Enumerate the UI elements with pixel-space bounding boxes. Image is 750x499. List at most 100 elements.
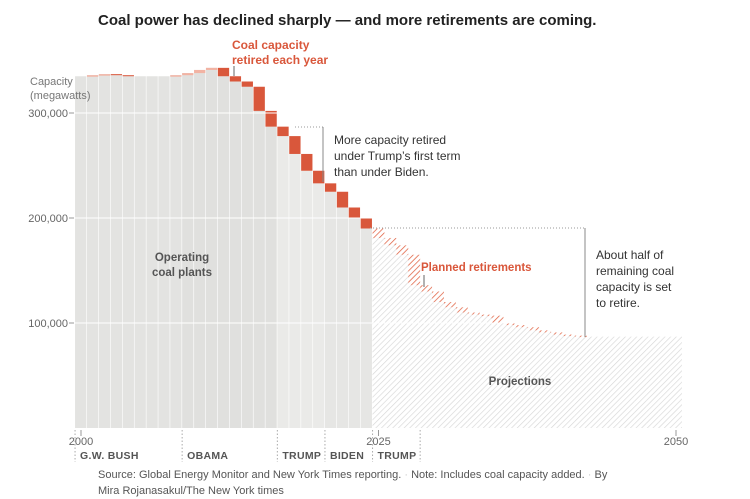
retired-bar <box>253 86 265 111</box>
added-bar <box>170 75 182 77</box>
projected-bar <box>408 285 421 428</box>
added-bar <box>182 73 194 76</box>
planned-retirement-bar <box>562 334 575 337</box>
credit-text: Mira Rojanasakul/The New York times <box>98 485 284 497</box>
capacity-bar <box>158 76 170 428</box>
x-tick-label: 2000 <box>69 436 93 448</box>
half-annotation: remaining coal <box>596 264 674 278</box>
planned-retirement-bar <box>551 332 563 335</box>
projected-bar <box>515 327 528 428</box>
y-tick-label: 300,000 <box>28 108 68 120</box>
capacity-bar <box>289 153 301 428</box>
planned-retirement-bar <box>479 314 492 317</box>
retired-bar <box>217 67 230 77</box>
projected-bar <box>670 336 682 428</box>
chart-title: Coal power has declined sharply — and mo… <box>98 12 596 29</box>
added-bar <box>98 74 111 76</box>
trump-annotation: under Trump’s first term <box>334 149 460 163</box>
retired-bar <box>336 191 349 208</box>
capacity-bar <box>324 191 337 428</box>
y-tick-label: 100,000 <box>28 318 68 330</box>
planned-retirement-bar <box>408 254 421 286</box>
projections-label: Projections <box>489 376 552 388</box>
capacity-bar <box>313 183 325 428</box>
added-bar <box>86 75 99 77</box>
capacity-bar <box>277 136 289 428</box>
capacity-bar <box>194 69 206 428</box>
by-text: By <box>594 469 608 481</box>
planned-retirement-bar <box>503 323 516 326</box>
planned-retirement-bar <box>527 327 540 331</box>
operating-label: coal plants <box>152 267 212 279</box>
capacity-bar <box>217 76 230 428</box>
planned-retirement-bar <box>384 237 397 246</box>
source-text: Source: Global Energy Monitor and New Yo… <box>98 469 402 481</box>
projected-bar <box>491 323 504 428</box>
trump-annotation: than under Biden. <box>334 165 429 179</box>
retired-annotation: Coal capacity <box>232 38 310 52</box>
retired-bar <box>110 74 123 76</box>
retired-bar <box>324 183 337 192</box>
half-annotation: capacity is set <box>596 280 672 294</box>
projected-bar <box>479 315 492 428</box>
half-annotation: to retire. <box>596 296 640 310</box>
era-label: OBAMA <box>187 450 228 462</box>
retired-bar <box>313 170 325 184</box>
projected-bar <box>443 307 456 428</box>
planned-retirement-bar <box>455 307 468 313</box>
planned-retirement-bar <box>396 245 409 255</box>
capacity-bar <box>182 73 194 428</box>
y-axis-label: (megawatts) <box>30 90 91 102</box>
x-tick-label: 2025 <box>366 436 390 448</box>
planned-retirement-bar <box>420 285 433 292</box>
projected-bar <box>646 336 659 428</box>
capacity-bar <box>146 76 158 428</box>
projected-bar <box>455 312 468 428</box>
projected-bar <box>539 332 552 428</box>
retired-bar <box>265 110 277 127</box>
capacity-bar <box>170 75 182 428</box>
era-label: TRUMP <box>378 450 417 462</box>
operating-label: Operating <box>155 252 209 264</box>
note-text: Note: Includes coal capacity added. <box>411 469 585 481</box>
retired-bar <box>348 207 361 218</box>
capacity-bar <box>134 76 146 428</box>
capacity-bar <box>253 110 265 429</box>
planned-retirement-bar <box>372 228 385 238</box>
projected-bar <box>467 314 480 428</box>
x-tick-label: 2050 <box>664 436 688 448</box>
projected-bar <box>384 245 397 428</box>
retired-annotation: retired each year <box>232 53 328 67</box>
trump-annotation: More capacity retired <box>334 133 446 147</box>
era-label: TRUMP <box>282 450 321 462</box>
capacity-bar <box>75 76 87 428</box>
half-annotation: About half of <box>596 248 664 262</box>
capacity-bar <box>241 86 253 428</box>
projected-bar <box>562 335 575 428</box>
projected-bar <box>420 291 433 428</box>
retired-bar <box>241 81 253 87</box>
projected-bar <box>598 336 611 428</box>
projected-bar <box>586 336 599 428</box>
capacity-bar <box>98 74 111 429</box>
planned-retirement-bar <box>539 330 552 333</box>
capacity-bar <box>86 75 99 428</box>
projected-bar <box>527 330 540 428</box>
capacity-bar <box>122 76 134 428</box>
era-label: G.W. BUSH <box>80 450 139 462</box>
retired-bar <box>301 153 313 171</box>
projected-bar <box>372 237 385 428</box>
capacity-bar <box>110 75 123 428</box>
planned-retirement-bar <box>574 335 587 338</box>
planned-retirement-bar <box>432 291 444 302</box>
projected-bar <box>610 336 623 428</box>
projected-bar <box>622 336 635 428</box>
projected-bar <box>658 336 671 428</box>
capacity-bar <box>229 81 242 428</box>
projected-bar <box>574 336 587 428</box>
retired-bar <box>289 136 301 154</box>
planned-retirements-label: Planned retirements <box>421 262 532 274</box>
capacity-bar <box>205 67 218 428</box>
planned-retirement-bar <box>491 315 504 323</box>
